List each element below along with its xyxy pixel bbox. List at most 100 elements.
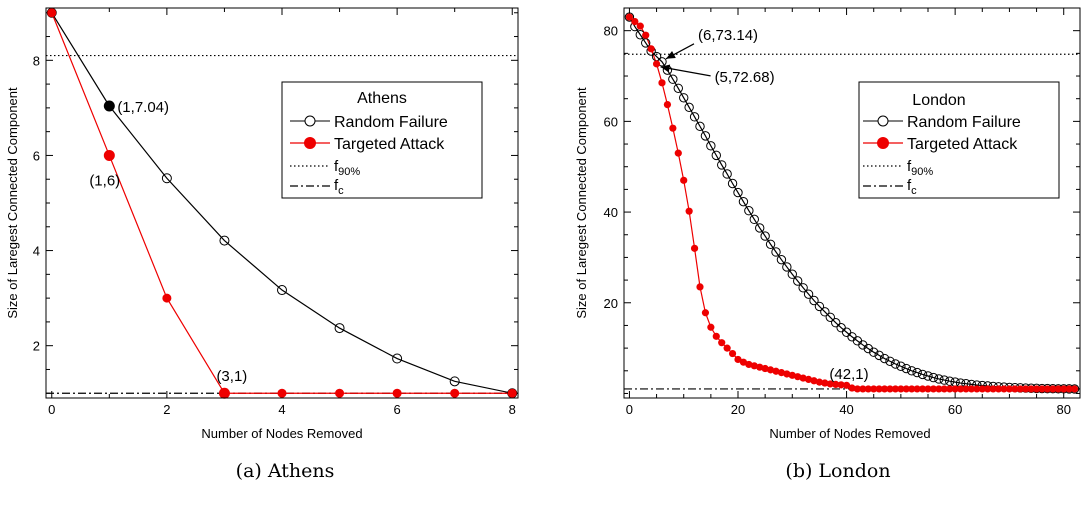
athens-targeted-point (450, 388, 460, 398)
athens-legend: Athens Random Failure Targeted Attack f9… (281, 81, 483, 199)
london-targeted-point (810, 377, 818, 385)
london-targeted-point (701, 309, 710, 317)
london-random-point (907, 366, 917, 376)
london-annotation-arrowhead (660, 64, 671, 73)
london-targeted-point (967, 385, 976, 393)
london-targeted-point (799, 374, 807, 382)
london-targeted-point (766, 366, 775, 374)
london-random-point (695, 121, 705, 132)
london-legend-targeted: Targeted Attack (907, 136, 1018, 153)
london-targeted-point (1000, 385, 1008, 393)
london-random-point (771, 247, 781, 257)
london-random-point (727, 178, 738, 189)
london-targeted-point (1022, 385, 1030, 393)
london-targeted-point (652, 60, 661, 68)
london-random-point (765, 239, 776, 249)
london-random-point (885, 356, 895, 366)
london-targeted-point (728, 349, 737, 358)
london-legend-title: London (912, 92, 965, 109)
athens-y-tick-label: 4 (33, 244, 40, 259)
caption-london: (b) London (785, 460, 891, 482)
london-random-point (890, 359, 901, 369)
london-targeted-point (642, 31, 650, 39)
london-targeted-point (669, 124, 677, 132)
london-targeted-point (690, 244, 699, 252)
london-random-point (717, 160, 727, 170)
london-random-point (912, 367, 922, 378)
london-targeted-point (951, 385, 959, 393)
london-random-point (755, 223, 765, 233)
athens-legend-filled-marker (304, 137, 316, 149)
london-random-point (879, 353, 890, 364)
london-targeted-point (826, 380, 834, 388)
london-y-tick-label: 20 (604, 296, 618, 311)
london-targeted-point (631, 18, 639, 26)
athens-legend-f90: f90% (334, 158, 360, 178)
athens-legend-fc-base: f (334, 177, 339, 194)
london-legend-fc-base: f (907, 177, 912, 194)
london-ylabel: Size of Laregest Connected Component (574, 87, 589, 319)
london-random-point (939, 375, 949, 385)
london-random-point (901, 363, 911, 374)
london-legend-f90-base: f (907, 158, 912, 175)
caption-athens: (a) Athens (235, 460, 335, 482)
london-x-tick-label: 60 (948, 402, 962, 417)
athens-x-tick-label: 2 (163, 402, 170, 417)
athens-x-tick-label: 6 (394, 402, 401, 417)
athens-annotated-point (103, 100, 115, 112)
athens-random-point (449, 376, 460, 387)
london-x-tick-label: 0 (626, 402, 633, 417)
london-targeted-point (870, 385, 878, 393)
london-random-point (706, 141, 716, 151)
london-targeted-point (756, 363, 764, 371)
london-random-point (700, 131, 711, 141)
london-targeted-point (625, 13, 634, 21)
london-random-point (776, 254, 787, 265)
london-random-point (760, 231, 770, 241)
london-annotation-label: (5,72.68) (715, 69, 775, 86)
london-targeted-point (1043, 385, 1052, 393)
london-targeted-point (712, 332, 720, 340)
london-random-point (782, 262, 792, 272)
london-legend-f90: f90% (907, 158, 933, 178)
london-targeted-point (734, 355, 742, 364)
athens-legend-title: Athens (357, 90, 407, 107)
london-targeted-point (1060, 385, 1068, 393)
london-targeted-point (848, 384, 856, 392)
athens-chart: 0 2 4 6 8 2 4 6 8 (1,7.04) (1,6) (3,1) Size of Lare… (5, 7, 519, 441)
london-random-point (711, 150, 721, 161)
london-targeted-point (1016, 385, 1024, 393)
london-random-point (624, 12, 635, 22)
athens-random-point (334, 323, 345, 334)
athens-random-point (219, 235, 230, 246)
london-targeted-point (772, 367, 780, 375)
athens-targeted-point (392, 388, 402, 398)
london-targeted-point (886, 385, 894, 393)
london-legend-fc-sub: c (911, 185, 917, 197)
london-targeted-point (1005, 385, 1014, 393)
athens-series-targeted-line (51, 12, 513, 394)
athens-random-point (277, 285, 287, 296)
london-xlabel: Number of Nodes Removed (769, 426, 930, 441)
london-random-point (874, 350, 884, 361)
london-targeted-point (1054, 385, 1062, 393)
athens-ylabel: Size of Laregest Connected Component (5, 87, 20, 319)
london-legend: London Random Failure Targeted Attack f9… (858, 81, 1060, 199)
london-targeted-point (978, 385, 986, 393)
london-targeted-point (956, 385, 965, 393)
london-chart: 0 20 40 60 80 20 40 60 80 (6,73.14) (5,72.68) (42,1… (574, 7, 1081, 441)
london-legend-random: Random Failure (907, 114, 1021, 131)
london-targeted-point (658, 79, 666, 87)
london-targeted-point (935, 385, 943, 393)
london-random-point (787, 269, 797, 279)
london-random-point (917, 369, 928, 380)
london-targeted-point (1065, 385, 1073, 393)
london-targeted-point (739, 358, 748, 366)
london-random-point (820, 307, 830, 317)
london-targeted-point (804, 375, 813, 384)
athens-series-random-line (51, 12, 513, 394)
athens-legend-random: Random Failure (334, 114, 448, 131)
london-targeted-point (837, 381, 845, 389)
london-y-tick-label: 80 (604, 24, 618, 39)
london-legend-f90-sub: 90% (911, 166, 933, 178)
